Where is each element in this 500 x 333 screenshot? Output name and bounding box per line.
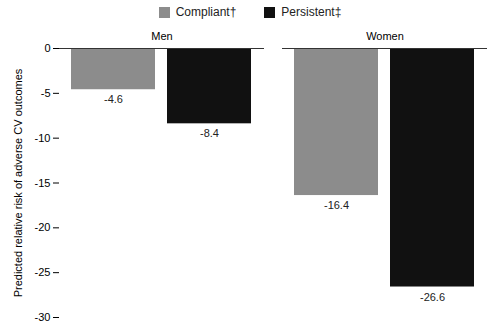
svg-text:Women: Women [366, 30, 404, 42]
svg-text:Men: Men [151, 30, 172, 42]
svg-text:-25: -25 [35, 266, 51, 278]
svg-text:-5: -5 [41, 87, 51, 99]
svg-text:-10: -10 [35, 132, 51, 144]
svg-text:-15: -15 [35, 177, 51, 189]
svg-text:-16.4: -16.4 [324, 199, 349, 211]
svg-text:-30: -30 [35, 311, 51, 323]
html-text:Persistent‡: Persistent‡ [281, 5, 342, 19]
svg-text:-20: -20 [35, 221, 51, 233]
svg-text:-8.4: -8.4 [200, 127, 219, 139]
svg-text:-26.6: -26.6 [420, 291, 445, 303]
svg-text:0: 0 [44, 42, 50, 54]
html-text:Compliant†: Compliant† [175, 5, 237, 19]
svg-text:-4.6: -4.6 [104, 93, 123, 105]
svg-text:Predicted relative risk of adv: Predicted relative risk of adverse CV ou… [12, 68, 24, 297]
